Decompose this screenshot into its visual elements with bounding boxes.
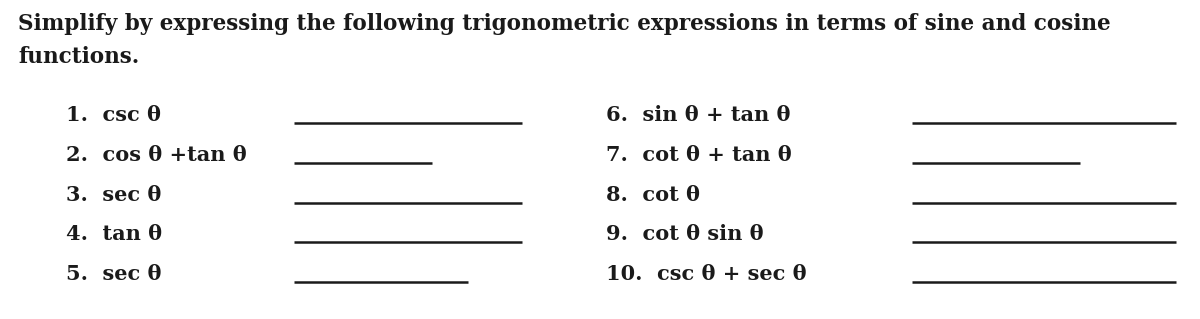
Text: 9.  cot θ sin θ: 9. cot θ sin θ (606, 225, 763, 244)
Text: Simplify by expressing the following trigonometric expressions in terms of sine : Simplify by expressing the following tri… (18, 13, 1111, 35)
Text: 10.  csc θ + sec θ: 10. csc θ + sec θ (606, 264, 806, 284)
Text: 8.  cot θ: 8. cot θ (606, 185, 700, 204)
Text: 3.  sec θ: 3. sec θ (66, 185, 161, 204)
Text: 1.  csc θ: 1. csc θ (66, 105, 161, 125)
Text: 6.  sin θ + tan θ: 6. sin θ + tan θ (606, 105, 791, 125)
Text: 5.  sec θ: 5. sec θ (66, 264, 162, 284)
Text: 4.  tan θ: 4. tan θ (66, 225, 162, 244)
Text: 7.  cot θ + tan θ: 7. cot θ + tan θ (606, 145, 792, 165)
Text: functions.: functions. (18, 46, 139, 68)
Text: 2.  cos θ +tan θ: 2. cos θ +tan θ (66, 145, 247, 165)
